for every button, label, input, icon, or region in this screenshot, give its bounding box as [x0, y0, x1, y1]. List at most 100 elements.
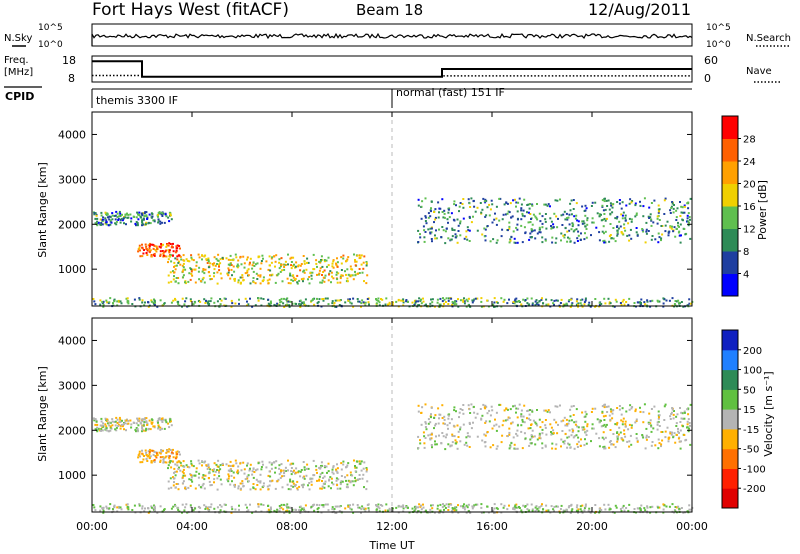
x-tick-label: 20:00: [576, 520, 608, 533]
power-point: [430, 231, 433, 234]
power-point: [261, 254, 264, 257]
power-point: [526, 302, 529, 305]
power-point: [618, 202, 621, 205]
velocity-point: [354, 480, 357, 483]
velocity-point: [336, 471, 339, 474]
power-point: [146, 216, 149, 219]
velocity-point: [306, 463, 309, 466]
velocity-point: [661, 439, 664, 442]
velocity-point: [138, 417, 141, 420]
power-point: [616, 232, 619, 235]
velocity-point: [269, 475, 272, 478]
velocity-point: [651, 441, 654, 443]
velocity-point: [318, 466, 321, 469]
power-point: [135, 224, 137, 227]
velocity-point: [471, 507, 474, 510]
velocity-point: [451, 441, 454, 444]
velocity-point: [489, 414, 492, 417]
velocity-point: [284, 470, 287, 472]
velocity-point: [669, 415, 672, 418]
velocity-point: [145, 458, 148, 460]
velocity-point: [679, 407, 681, 409]
velocity-point: [100, 429, 102, 432]
velocity-point: [249, 503, 251, 506]
velocity-point: [117, 425, 120, 427]
power-point: [114, 222, 117, 225]
velocity-point: [298, 509, 301, 512]
power-point: [96, 217, 99, 220]
velocity-point: [174, 457, 177, 460]
velocity-point: [443, 418, 446, 421]
power-point: [344, 301, 347, 304]
velocity-point: [671, 431, 673, 434]
power-point: [201, 278, 204, 281]
power-point: [186, 259, 189, 262]
velocity-point: [197, 506, 200, 509]
velocity-point: [346, 474, 349, 477]
velocity-point: [116, 506, 119, 509]
power-point: [453, 301, 456, 304]
velocity-point: [197, 476, 200, 479]
colorbar-label: 100: [743, 366, 762, 377]
velocity-point: [327, 509, 330, 512]
power-point: [177, 277, 180, 279]
power-point: [366, 298, 369, 300]
power-point: [629, 198, 632, 201]
power-point: [467, 198, 470, 201]
velocity-point: [260, 468, 263, 471]
velocity-point: [292, 485, 295, 488]
velocity-point: [321, 471, 324, 474]
velocity-point: [447, 414, 450, 417]
power-point: [276, 274, 279, 277]
power-point: [267, 302, 270, 305]
velocity-point: [349, 507, 352, 510]
power-point: [463, 300, 466, 303]
power-point: [453, 200, 456, 203]
velocity-point: [251, 511, 254, 514]
power-point: [274, 265, 276, 268]
power-point: [630, 201, 633, 204]
power-point: [157, 215, 159, 218]
velocity-point: [483, 433, 486, 436]
colorbar-label: 50: [743, 385, 756, 396]
power-point: [190, 254, 193, 257]
velocity-point: [672, 436, 675, 439]
velocity-point: [121, 425, 124, 428]
velocity-point: [508, 504, 510, 507]
velocity-point: [642, 436, 645, 439]
velocity-point: [205, 505, 207, 508]
power-point: [300, 263, 303, 265]
velocity-point: [137, 454, 140, 457]
power-point: [349, 298, 351, 301]
power-point: [585, 207, 588, 210]
power-point: [463, 302, 466, 305]
velocity-point: [421, 406, 424, 409]
power-point: [527, 221, 530, 224]
velocity-point: [609, 408, 612, 411]
velocity-point: [190, 479, 193, 481]
velocity-point: [282, 508, 285, 511]
power-point: [331, 300, 334, 303]
velocity-point: [318, 504, 321, 507]
velocity-point: [149, 449, 152, 452]
velocity-point: [682, 511, 685, 514]
power-point: [529, 203, 531, 205]
power-point: [212, 264, 215, 267]
power-point: [362, 261, 365, 264]
velocity-point: [101, 429, 104, 432]
velocity-point: [577, 508, 580, 511]
power-point: [435, 237, 438, 240]
power-point: [668, 299, 671, 302]
power-point: [100, 222, 103, 224]
power-point: [523, 215, 526, 218]
power-point: [598, 215, 601, 218]
velocity-point: [451, 435, 454, 437]
power-point: [442, 216, 445, 219]
power-point: [641, 229, 644, 232]
velocity-point: [556, 405, 559, 408]
velocity-point: [218, 475, 221, 478]
velocity-point: [566, 436, 569, 439]
power-point: [340, 269, 343, 271]
velocity-point: [656, 421, 659, 424]
power-point: [684, 233, 687, 236]
